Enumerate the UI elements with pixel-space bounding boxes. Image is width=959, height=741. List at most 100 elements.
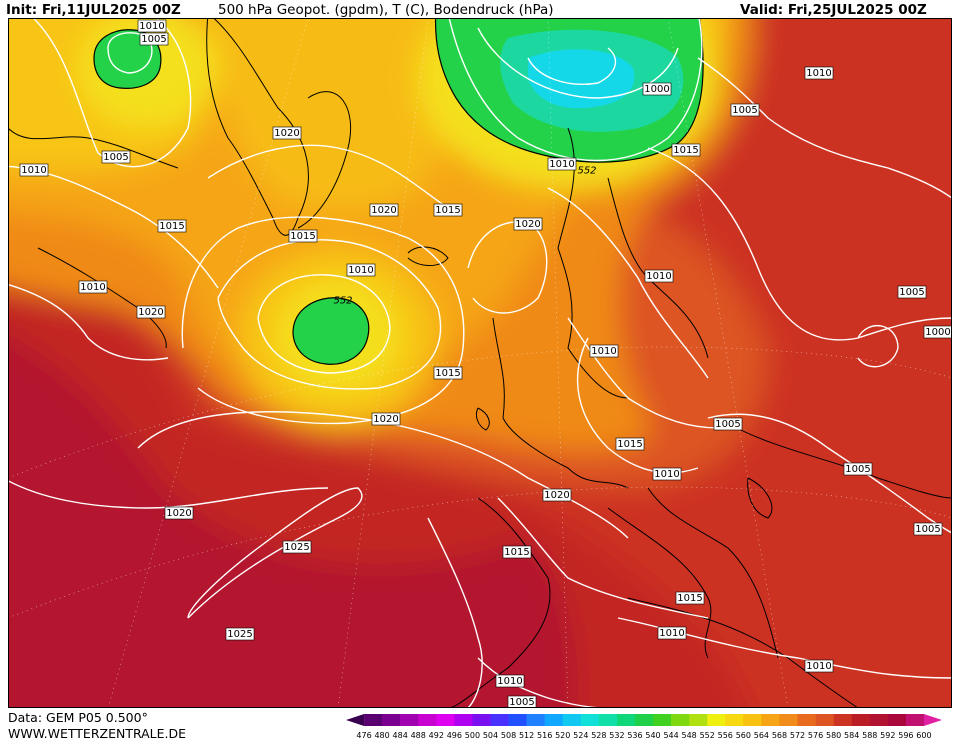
isobar-label: 1020 [164,506,194,520]
isobar-label: 1010 [137,19,167,33]
colorbar-swatch [526,714,545,726]
colorbar-swatch [689,714,708,726]
isobar-label-text: 1010 [497,676,522,687]
isobar-label: 1010 [644,269,674,283]
isobar-label: 1025 [225,627,255,641]
isobar-label-text: 1005 [141,34,166,45]
isobar-label-text: 1015 [159,221,184,232]
isobar-label-text: 1015 [673,145,698,156]
colorbar-tick-label: 580 [826,731,841,740]
isobar-label: 1020 [371,412,401,426]
colorbar-swatch [761,714,780,726]
isobar-label-text: 1010 [591,346,616,357]
colorbar-tick-label: 496 [447,731,462,740]
isobar-label: 1000 [923,325,952,339]
colorbar-swatch [616,714,636,726]
isobar-label-text: 1000 [925,327,950,338]
isobar-label: 1010 [495,674,525,688]
colorbar-swatch [743,714,762,726]
isobar-label-text: 1020 [274,128,299,139]
colorbar-tick-label: 524 [573,731,588,740]
isobar-label: 1015 [502,545,532,559]
colorbar-swatch [851,714,871,726]
colorbar-tick-label: 488 [411,731,426,740]
colorbar-tick-label: 516 [537,731,552,740]
isobar-label: 1020 [272,126,302,140]
colorbar-swatch [725,714,744,726]
lat-lon-grid [8,18,952,708]
isobar-label: 1005 [507,695,537,708]
colorbar-swatch [833,714,852,726]
isobar-label: 1020 [513,217,543,231]
isobar-label: 1015 [288,229,318,243]
colorbar-swatch [364,714,383,726]
colorbar-tick-label: 560 [736,731,751,740]
colorbar-tick-label: 544 [663,731,678,740]
color-scale-legend: 476 480 484 488 492 496 500 504 508 512 516 520 524 5… [346,714,942,740]
isobar-label: 1020 [542,488,572,502]
isobar-label: 1000 [642,82,672,96]
coastlines [8,18,952,708]
colorbar-swatch [634,714,654,726]
isobar-label: 1010 [804,659,834,673]
isobar-label-text: 1005 [915,524,940,535]
colorbar-swatch [869,714,889,726]
colorbar-tick-label: 476 [356,731,371,740]
colorbar-tick-label: 588 [862,731,877,740]
valid-time-label: Valid: Fri,25JUL2025 00Z [740,2,927,18]
colorbar-swatch [346,714,365,726]
isobar-label: 1015 [671,143,701,157]
isobar-label: 1005 [730,103,760,117]
chart-title: 500 hPa Geopot. (gpdm), T (C), Bodendruc… [218,2,554,18]
geopotential-labels: 552 552 [333,166,596,307]
isobar-label: 1005 [139,32,169,46]
isobar-label-text: 1005 [509,697,534,708]
isobar-label: 1015 [157,219,187,233]
isobar-label-text: 1000 [644,84,669,95]
weather-map: 1010 1005 1020 1005 1010 1015 1020 1015 1015 1020… [8,18,952,708]
isobar-label: 1010 [652,467,682,481]
isobar-label-text: 1015 [677,593,702,604]
colorbar-swatch [797,714,816,726]
isobar-label: 1010 [804,66,834,80]
colorbar-swatch [454,714,473,726]
isobar-label-text: 1025 [284,542,309,553]
isobar-label-text: 1010 [21,165,46,176]
colorbar-tick-label: 508 [501,731,516,740]
colorbar-tick-label: 584 [844,731,859,740]
colorbar-swatch [779,714,798,726]
colorbar-tick-label: 520 [555,731,570,740]
isobar-label-text: 1005 [899,287,924,298]
isobar-label-text: 1020 [515,219,540,230]
colorbar-tick-label: 600 [916,731,931,740]
isobar-label: 1015 [615,437,645,451]
colorbar-swatch [472,714,491,726]
isobar-label-text: 1010 [654,469,679,480]
isobar-label: 1015 [433,366,463,380]
colorbar-tick-label: 484 [393,731,408,740]
geopotential-label: 552 [577,166,596,177]
isobar-label-text: 1010 [139,21,164,32]
colorbar-swatch [508,714,527,726]
colorbar-tick-label: 540 [645,731,660,740]
colorbar-swatch [400,714,419,726]
isobar-label-text: 1015 [504,547,529,558]
isobar-label-text: 1010 [806,661,831,672]
isobar-label: 1015 [675,591,705,605]
isobar-label: 1010 [346,263,376,277]
isobar-label-text: 1015 [435,368,460,379]
isobar-label: 1010 [657,626,687,640]
colorbar-tick-label: 500 [465,731,480,740]
isobar-label: 1005 [897,285,927,299]
colorbar-swatch [887,714,907,726]
isobar-label-text: 1020 [373,414,398,425]
isobar-label-text: 1010 [549,159,574,170]
colorbar-swatch [436,714,455,726]
isobar-label-text: 1010 [646,271,671,282]
isobar-label: 1010 [547,157,577,171]
isobar-label: 1015 [433,203,463,217]
isobar-label-text: 1005 [715,419,740,430]
colorbar-swatch [598,714,618,726]
data-source-label: Data: GEM P05 0.500° [8,710,148,725]
colorbar-tick-label: 592 [880,731,895,740]
